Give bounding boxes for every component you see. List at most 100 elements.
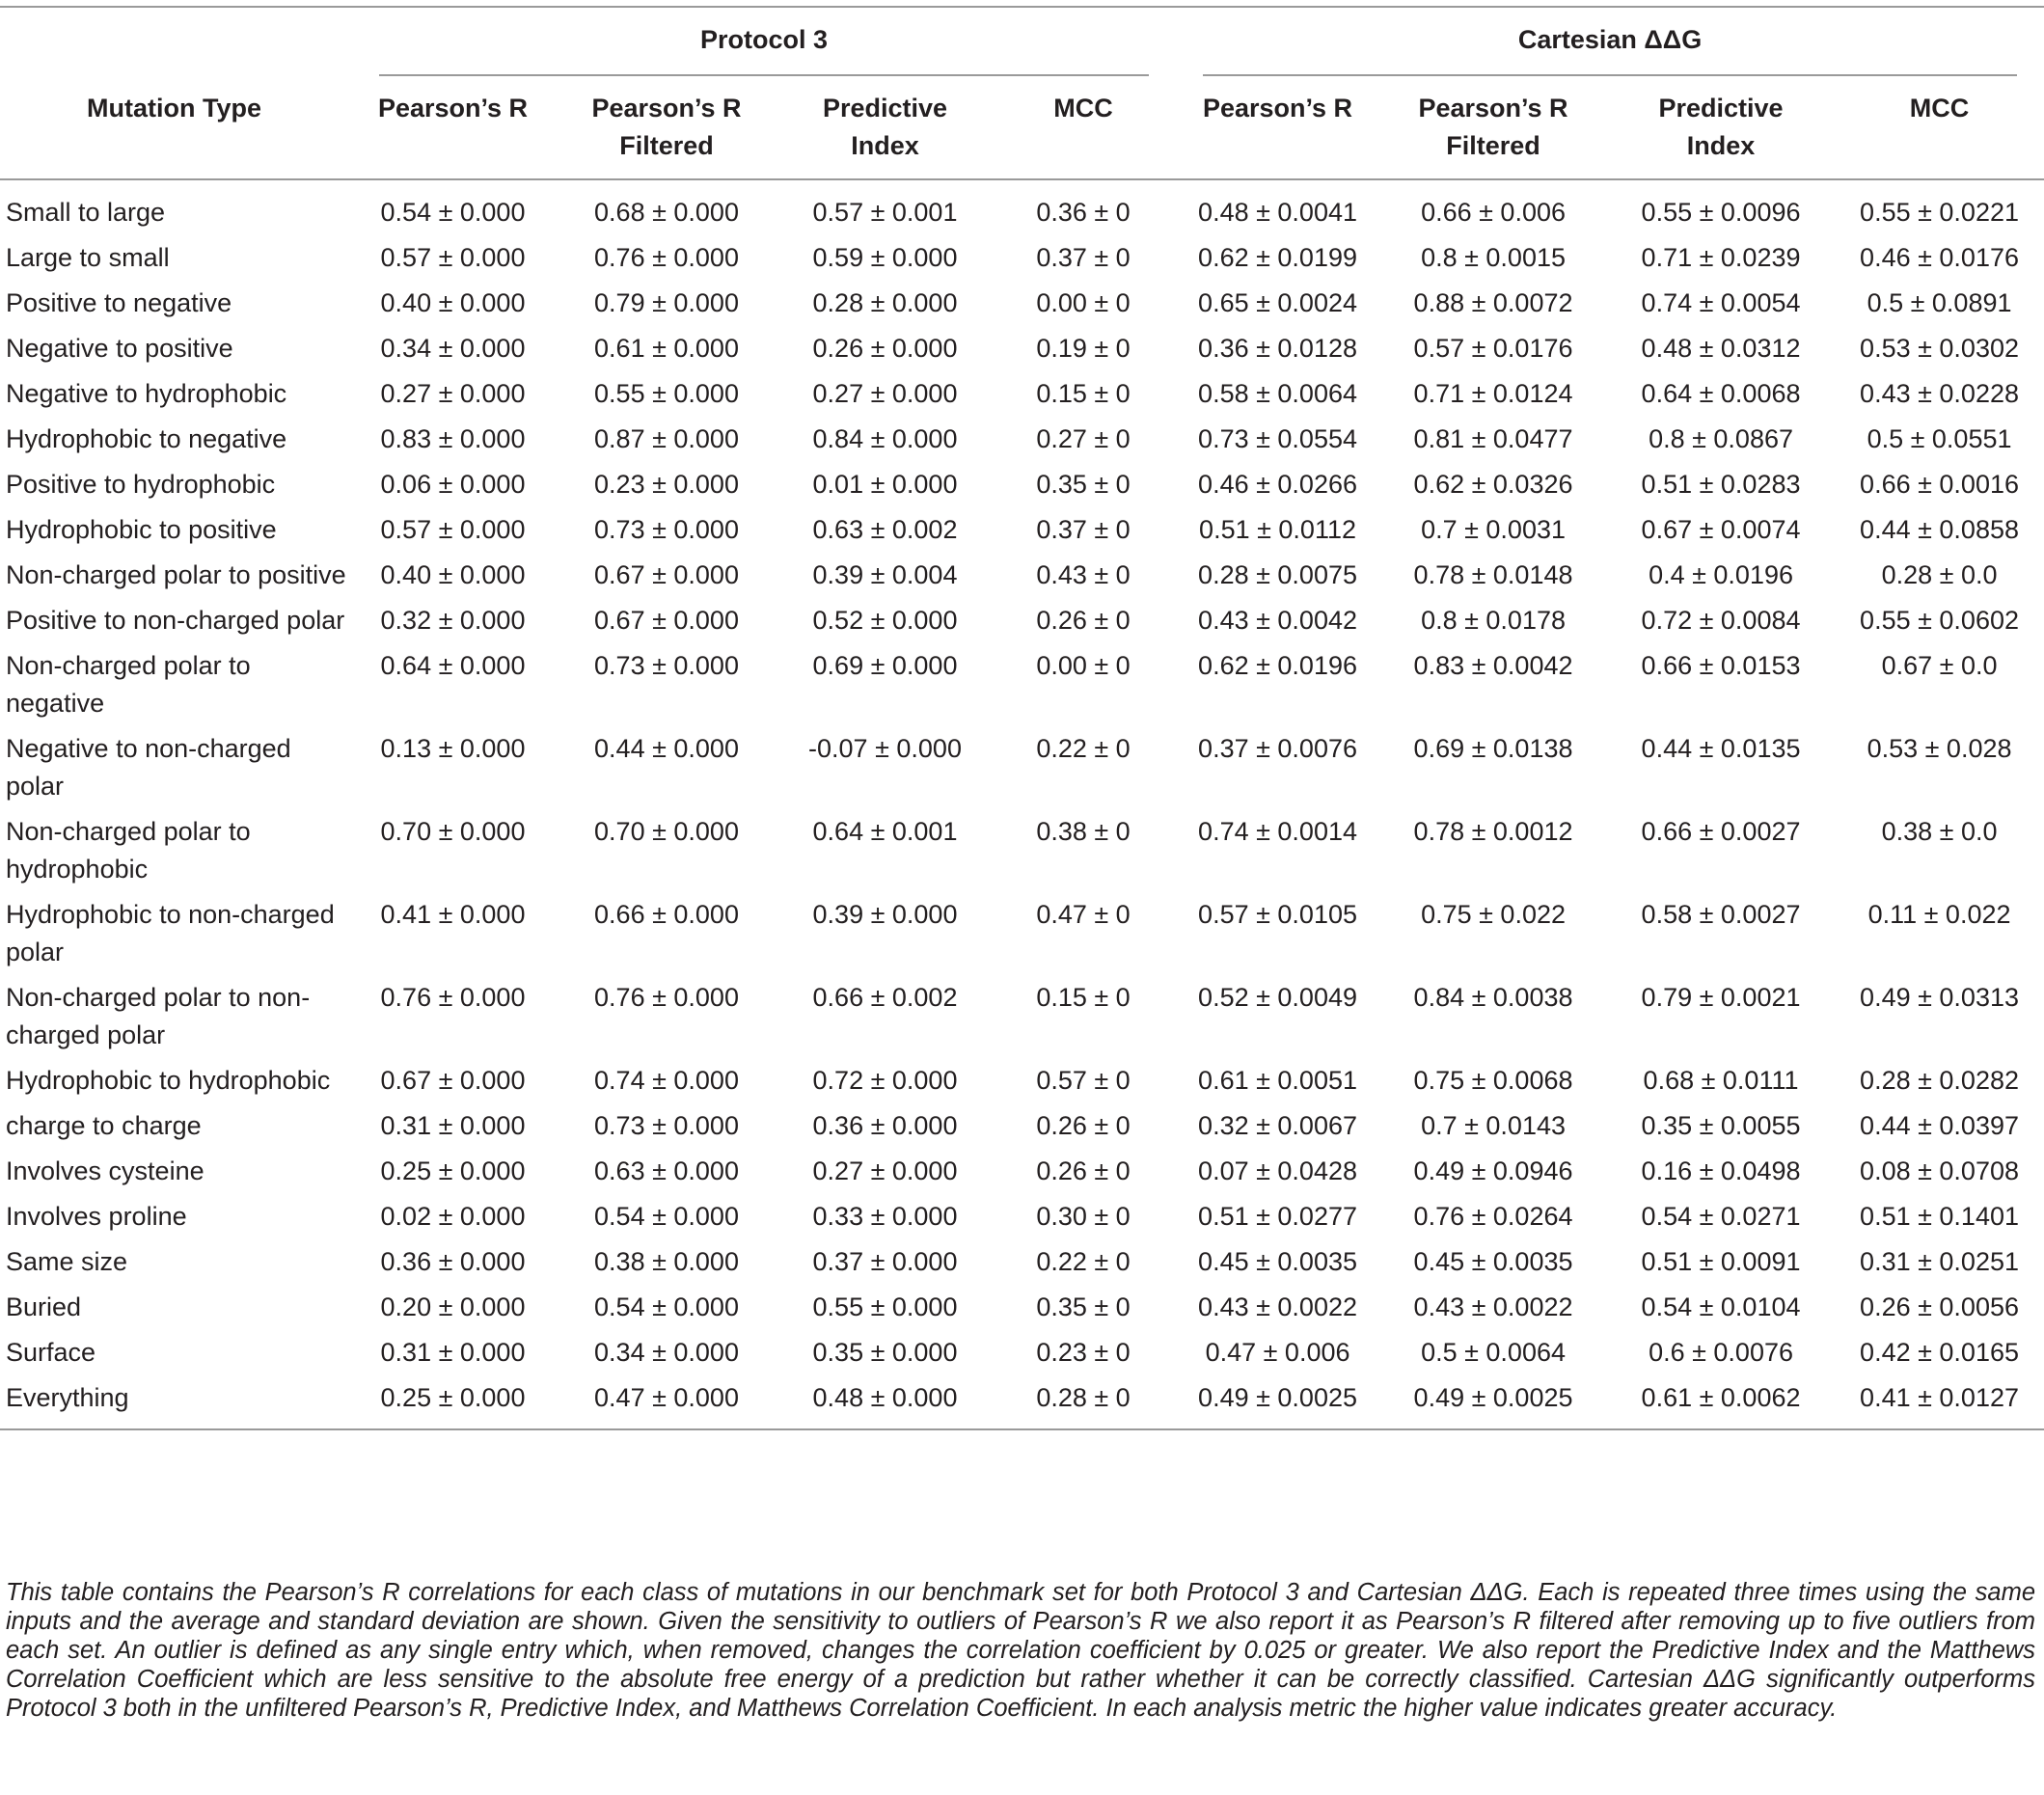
column-header-label: Pearson’s R Filtered <box>1418 94 1568 160</box>
table-row: Positive to non-charged polar 0.32 ± 0.00… <box>0 598 2044 643</box>
table-cell: 0.74 ± 0.0014 <box>1198 817 1357 846</box>
group-header-row: Protocol 3 Cartesian ΔΔG <box>0 7 2044 76</box>
column-header-label: MCC <box>1053 94 1113 122</box>
table-cell: 0.51 ± 0.0112 <box>1199 515 1356 544</box>
column-group-header: Cartesian ΔΔG <box>1176 7 2044 76</box>
table-cell: 0.26 ± 0.000 <box>812 334 958 363</box>
table-cell: 0.73 ± 0.000 <box>594 1111 739 1140</box>
table-cell: 0.35 ± 0 <box>1036 470 1131 499</box>
table-cell: 0.72 ± 0.0084 <box>1641 606 1801 635</box>
table-cell: 0.78 ± 0.0148 <box>1413 560 1573 589</box>
row-label: Hydrophobic to negative <box>6 424 287 453</box>
table-cell: 0.49 ± 0.0025 <box>1198 1383 1357 1412</box>
table-cell: 0.28 ± 0.0282 <box>1860 1066 2019 1095</box>
table-cell: 0.31 ± 0.0251 <box>1860 1247 2019 1276</box>
table-row: Involves cysteine 0.25 ± 0.000 0.63 ± 0.00… <box>0 1149 2044 1194</box>
table-cell: 0.22 ± 0 <box>1036 1247 1131 1276</box>
table-row: Non-charged polar to hydrophobic 0.70 ± 0… <box>0 809 2044 892</box>
table-row: Hydrophobic to positive 0.57 ± 0.000 0.73 … <box>0 507 2044 553</box>
table-cell: 0.62 ± 0.0326 <box>1413 470 1573 499</box>
table-cell: 0.00 ± 0 <box>1036 288 1131 317</box>
column-header-label: Mutation Type <box>87 94 261 122</box>
table-cell: 0.52 ± 0.000 <box>812 606 958 635</box>
column-header: Predictive Index <box>779 76 991 179</box>
table-cell: 0.78 ± 0.0012 <box>1413 817 1573 846</box>
table-cell: 0.25 ± 0.000 <box>380 1156 526 1185</box>
column-header: Pearson’s R Filtered <box>554 76 779 179</box>
table-cell: 0.57 ± 0.000 <box>380 515 526 544</box>
row-label: Same size <box>6 1247 128 1276</box>
table-cell: 0.45 ± 0.0035 <box>1198 1247 1357 1276</box>
table-cell: 0.37 ± 0 <box>1036 515 1131 544</box>
table-cell: 0.51 ± 0.0283 <box>1641 470 1801 499</box>
table-cell: 0.19 ± 0 <box>1036 334 1131 363</box>
row-label: Positive to negative <box>6 288 232 317</box>
table-row: Hydrophobic to negative 0.83 ± 0.000 0.87 … <box>0 417 2044 462</box>
table-cell: 0.26 ± 0 <box>1036 1111 1131 1140</box>
table-cell: 0.69 ± 0.000 <box>812 651 958 680</box>
table-row: charge to charge 0.31 ± 0.000 0.73 ± 0.000… <box>0 1103 2044 1149</box>
table-cell: 0.55 ± 0.0096 <box>1641 198 1801 227</box>
column-group-label: Cartesian ΔΔG <box>1203 21 2018 76</box>
table-row: Positive to negative 0.40 ± 0.000 0.79 ± 0… <box>0 281 2044 326</box>
table-cell: 0.26 ± 0 <box>1036 1156 1131 1185</box>
table-cell: 0.38 ± 0 <box>1036 817 1131 846</box>
table-cell: 0.5 ± 0.0891 <box>1867 288 2012 317</box>
table-cell: 0.53 ± 0.028 <box>1867 734 2012 763</box>
table-cell: 0.79 ± 0.000 <box>594 288 739 317</box>
table-cell: 0.02 ± 0.000 <box>380 1202 526 1231</box>
table-cell: 0.48 ± 0.0041 <box>1198 198 1357 227</box>
table-cell: 0.48 ± 0.000 <box>812 1383 958 1412</box>
table-cell: 0.11 ± 0.022 <box>1867 900 2011 929</box>
table-cell: 0.38 ± 0.0 <box>1881 817 1998 846</box>
table-cell: 0.72 ± 0.000 <box>812 1066 958 1095</box>
table-cell: 0.61 ± 0.0051 <box>1198 1066 1357 1095</box>
table-cell: 0.57 ± 0.0105 <box>1198 900 1357 929</box>
table-cell: 0.79 ± 0.0021 <box>1641 983 1801 1012</box>
table-cell: 0.26 ± 0 <box>1036 606 1131 635</box>
row-label: Hydrophobic to hydrophobic <box>6 1066 331 1095</box>
row-label: Involves proline <box>6 1202 187 1231</box>
column-header: Predictive Index <box>1607 76 1835 179</box>
table-row: Buried 0.20 ± 0.000 0.54 ± 0.000 0.55 ± 0.0… <box>0 1285 2044 1330</box>
table-cell: 0.54 ± 0.000 <box>380 198 526 227</box>
table-cell: 0.8 ± 0.0867 <box>1649 424 1793 453</box>
table-cell: 0.5 ± 0.0551 <box>1867 424 2012 453</box>
table-row: Small to large 0.54 ± 0.000 0.68 ± 0.000 0.… <box>0 179 2044 235</box>
table-caption: This table contains the Pearson’s R corr… <box>6 1579 2035 1722</box>
table-cell: 0.44 ± 0.0858 <box>1860 515 2019 544</box>
table-cell: 0.44 ± 0.000 <box>594 734 739 763</box>
table-cell: 0.84 ± 0.000 <box>812 424 958 453</box>
table-cell: 0.47 ± 0.006 <box>1205 1338 1350 1367</box>
table-cell: 0.49 ± 0.0025 <box>1413 1383 1573 1412</box>
table-cell: 0.35 ± 0.000 <box>812 1338 958 1367</box>
table-cell: 0.45 ± 0.0035 <box>1413 1247 1573 1276</box>
table-cell: 0.49 ± 0.0313 <box>1860 983 2019 1012</box>
table-cell: 0.39 ± 0.004 <box>812 560 958 589</box>
table-cell: 0.31 ± 0.000 <box>380 1338 526 1367</box>
table-cell: 0.34 ± 0.000 <box>594 1338 739 1367</box>
table-cell: -0.07 ± 0.000 <box>808 734 962 763</box>
table-cell: 0.83 ± 0.0042 <box>1413 651 1573 680</box>
table-row: Positive to hydrophobic 0.06 ± 0.000 0.23 … <box>0 462 2044 507</box>
table-head: Protocol 3 Cartesian ΔΔG Mutation Type Pear… <box>0 7 2044 179</box>
table-cell: 0.28 ± 0.0075 <box>1198 560 1357 589</box>
column-header-label: Pearson’s R <box>377 94 529 122</box>
table-cell: 0.32 ± 0.0067 <box>1198 1111 1357 1140</box>
table-cell: 0.73 ± 0.000 <box>594 651 739 680</box>
table-cell: 0.57 ± 0.0176 <box>1413 334 1573 363</box>
column-header-label: Pearson’s R Filtered <box>591 94 742 160</box>
table-cell: 0.25 ± 0.000 <box>380 1383 526 1412</box>
table-cell: 0.64 ± 0.000 <box>380 651 526 680</box>
table-cell: 0.26 ± 0.0056 <box>1860 1292 2019 1321</box>
table-cell: 0.52 ± 0.0049 <box>1198 983 1357 1012</box>
column-header-label: Predictive Index <box>1658 94 1784 160</box>
table-cell: 0.36 ± 0.000 <box>380 1247 526 1276</box>
table-row: Negative to non-charged polar 0.13 ± 0.00… <box>0 726 2044 809</box>
table-cell: 0.54 ± 0.000 <box>594 1202 739 1231</box>
table-cell: 0.62 ± 0.0199 <box>1198 243 1357 272</box>
table-cell: 0.76 ± 0.000 <box>594 243 739 272</box>
table-cell: 0.43 ± 0.0022 <box>1413 1292 1573 1321</box>
table-cell: 0.74 ± 0.0054 <box>1641 288 1801 317</box>
table-cell: 0.68 ± 0.0111 <box>1643 1066 1799 1095</box>
